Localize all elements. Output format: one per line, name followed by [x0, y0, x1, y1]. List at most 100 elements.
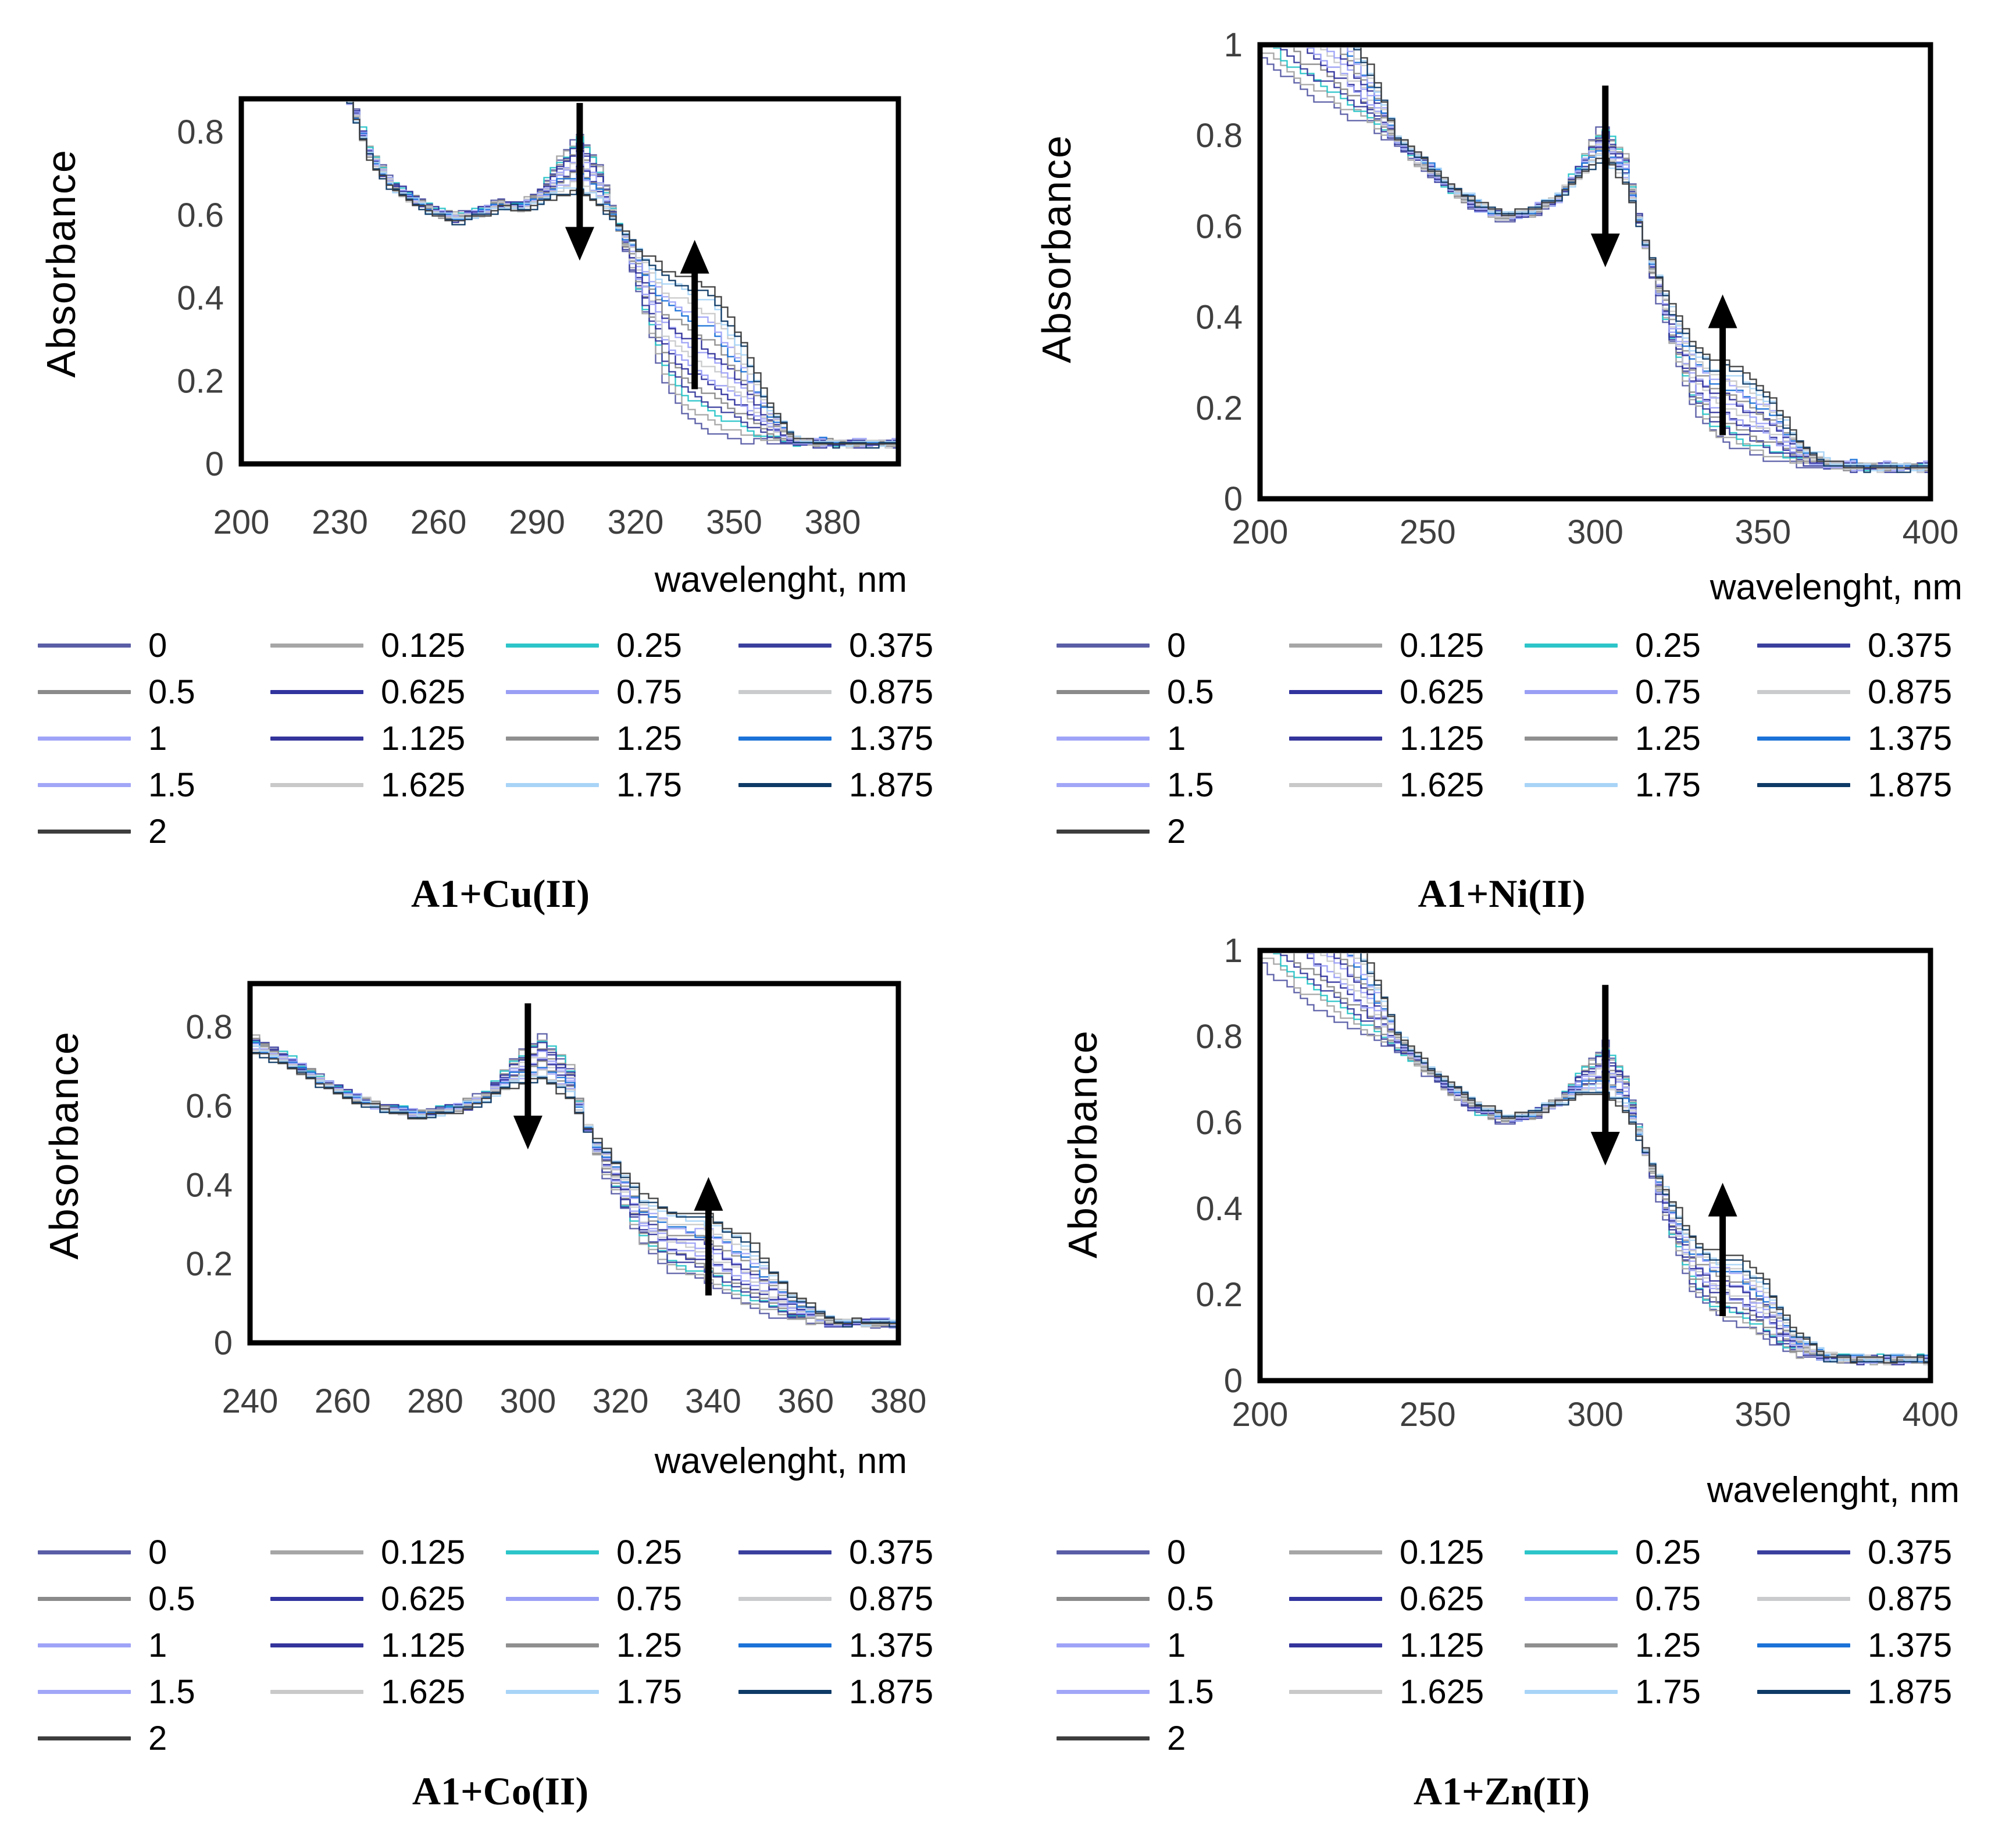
spectra-chart-zn: 0 0.2 0.4 0.6 0.8 1 200 250 300 350 400: [1196, 932, 1959, 1434]
x-tick-label: 200: [1232, 1396, 1289, 1434]
spectrum-series-1: [1326, 953, 1931, 1364]
y-tick-label: 0: [1224, 1362, 1243, 1400]
spectrum-series-1.625: [352, 102, 899, 446]
spectra-series-group: [346, 102, 900, 449]
spectrum-series-0.75: [352, 102, 899, 447]
y-tick-label: 0: [205, 445, 224, 483]
plot-frame: [238, 96, 901, 467]
spectrum-series-1.75: [1353, 48, 1931, 471]
x-tick-label: 250: [1400, 1396, 1456, 1434]
x-tick-label: 300: [1567, 513, 1623, 551]
x-axis-title: wavelenght, nm: [1707, 1470, 1960, 1510]
plot-frame: [1257, 948, 1933, 1384]
spectra-series-group: [1260, 953, 1932, 1366]
spectrum-series-2: [1366, 953, 1931, 1364]
y-tick-label: 1: [1224, 932, 1243, 970]
spectrum-series-1.75: [346, 102, 899, 447]
y-tick-label: 0.6: [1196, 1104, 1243, 1142]
x-tick-label: 250: [1400, 513, 1456, 551]
panel-a1-cu: 0 0.2 0.4 0.6 0.8 200 230 260 290 320 350 380 Absor…: [0, 0, 1001, 924]
y-tick-label: 0.8: [177, 113, 224, 151]
spectrum-series-0.125: [352, 102, 899, 446]
x-tick-label: 300: [1567, 1396, 1623, 1434]
y-tick-label: 0.2: [185, 1245, 233, 1283]
spectra-series-group: [1260, 48, 1932, 473]
y-tick-label: 0.8: [185, 1009, 233, 1046]
spectrum-series-1.125: [352, 102, 899, 446]
panel-a1-ni: 0 0.2 0.4 0.6 0.8 1 200 250 300 350 400 Absorbance…: [1001, 0, 2002, 924]
y-tick-label: 0.4: [177, 280, 224, 317]
spectrum-series-1.875: [1360, 953, 1931, 1363]
y-tick-label: 0.6: [1196, 208, 1243, 245]
down-arrow-head: [1590, 1132, 1620, 1166]
y-tick-label: 0.6: [177, 196, 224, 234]
spectra-chart-ni: 0 0.2 0.4 0.6 0.8 1 200 250 300 350 400: [1196, 26, 1959, 551]
y-tick-label: 0.6: [185, 1088, 233, 1125]
spectra-chart-cu: 0 0.2 0.4 0.6 0.8 200 230 260 290 320 350 380: [177, 96, 901, 541]
spectrum-series-0.875: [352, 102, 899, 449]
x-tick-label: 300: [499, 1382, 556, 1420]
panel-a1-zn: 0 0.2 0.4 0.6 0.8 1 200 250 300 350 400 Absorbance…: [1001, 924, 2002, 1848]
plot-frame: [1257, 42, 1933, 502]
up-arrow-head: [680, 240, 709, 274]
x-tick-label: 350: [1735, 513, 1791, 551]
y-axis-title: Absorbance: [38, 148, 84, 378]
spectrum-series-2: [250, 1053, 899, 1324]
y-tick-label: 0.4: [1196, 299, 1243, 337]
spectrum-series-1.5: [346, 102, 899, 445]
panel-title: A1+Zn(II): [1413, 1769, 1590, 1813]
spectrum-series-0.625: [1307, 48, 1932, 470]
up-arrow-head: [1708, 1182, 1737, 1217]
panel-title: A1+Cu(II): [411, 871, 590, 916]
x-tick-label: 400: [1903, 1396, 1959, 1434]
y-axis-title: Absorbance: [1034, 134, 1079, 364]
y-tick-label: 1: [1224, 26, 1243, 64]
y-axis-title: Absorbance: [41, 1031, 87, 1260]
up-arrow-head: [694, 1177, 723, 1211]
x-axis-title: wavelenght, nm: [654, 560, 907, 600]
spectrum-series-0.5: [352, 102, 899, 445]
x-tick-label: 350: [1735, 1396, 1791, 1434]
x-tick-label: 260: [315, 1382, 371, 1420]
panel-title: A1+Co(II): [412, 1769, 589, 1813]
x-tick-label: 240: [222, 1382, 279, 1420]
x-tick-label: 260: [411, 503, 467, 541]
spectrum-series-0.25: [352, 102, 900, 447]
spectrum-series-0.125: [1260, 957, 1931, 1366]
x-tick-label: 200: [1232, 513, 1289, 551]
spectrum-series-0.625: [352, 102, 900, 446]
plot-frame: [247, 981, 901, 1346]
spectrum-series-1.375: [352, 102, 899, 444]
spectrum-series-0.375: [352, 102, 899, 449]
x-tick-label: 230: [312, 503, 368, 541]
y-tick-label: 0: [214, 1324, 233, 1362]
y-tick-label: 0: [1224, 480, 1243, 518]
y-tick-label: 0.2: [1196, 389, 1243, 427]
x-tick-label: 350: [706, 503, 762, 541]
spectrum-series-1.25: [352, 102, 900, 447]
spectrum-series-1.75: [1360, 953, 1932, 1361]
down-arrow-head: [565, 227, 594, 261]
spectrum-series-1.375: [250, 1042, 899, 1323]
y-tick-label: 0.8: [1196, 1018, 1243, 1056]
spectrum-series-1.5: [1347, 953, 1932, 1364]
x-tick-label: 380: [805, 503, 861, 541]
up-arrow-head: [1708, 294, 1737, 328]
spectrum-series-0: [352, 102, 899, 445]
x-tick-label: 360: [777, 1382, 834, 1420]
spectrum-series-0: [1260, 57, 1931, 469]
x-axis-title: wavelenght, nm: [654, 1441, 907, 1481]
spectrum-series-2: [352, 102, 899, 445]
x-tick-label: 200: [213, 503, 270, 541]
y-tick-label: 0.4: [185, 1166, 233, 1204]
spectrum-series-2: [1360, 48, 1931, 469]
x-tick-label: 320: [593, 1382, 649, 1420]
x-tick-label: 280: [407, 1382, 463, 1420]
x-tick-label: 400: [1903, 513, 1959, 551]
y-tick-label: 0.8: [1196, 117, 1243, 155]
y-tick-label: 0.2: [1196, 1276, 1243, 1314]
spectrum-series-1: [352, 102, 900, 445]
panel-title: A1+Ni(II): [1418, 871, 1586, 916]
x-axis-title: wavelenght, nm: [1710, 567, 1962, 607]
